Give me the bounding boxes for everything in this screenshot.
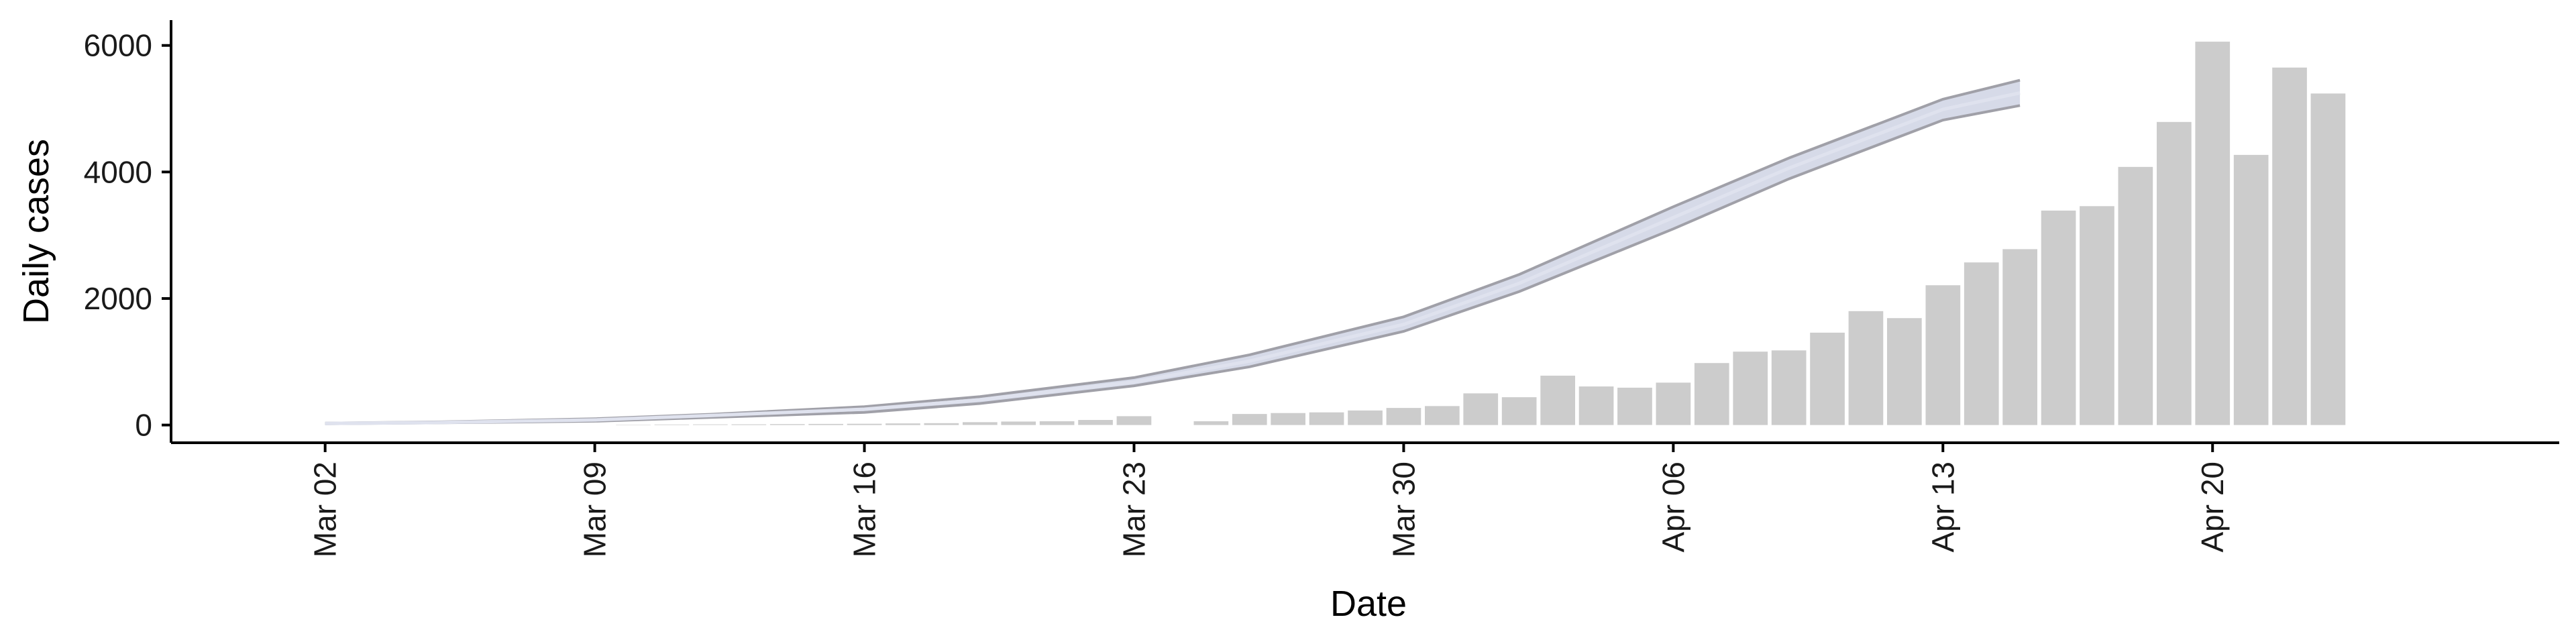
bars-layer [616,42,2346,425]
x-tick-label: Mar 02 [308,462,343,557]
bar [1694,363,1729,425]
bar [1617,387,1652,425]
bar [769,424,805,425]
y-tick-label: 4000 [84,154,152,189]
bar [1386,408,1421,425]
projection-layer [325,78,2021,425]
bar [1578,386,1614,425]
y-tick-label: 2000 [84,281,152,316]
bar [1425,406,1460,425]
bar [1309,412,1344,425]
x-tick-label: Apr 06 [1656,462,1690,553]
bar [1501,397,1537,425]
bar [1540,376,1575,425]
bar [1193,421,1229,425]
bar [1271,413,1305,425]
x-tick-label: Apr 20 [2195,462,2230,553]
bar [2272,67,2307,425]
bar [1810,332,1845,425]
bar [1039,421,1075,425]
bar [1925,285,1961,425]
bar [1964,262,1999,425]
bar [2157,121,2192,425]
y-axis-title: Daily cases [16,139,56,324]
x-tick-label: Mar 09 [578,462,612,557]
axes-layer: 0 2000 4000 6000 Mar 02 Mar 09 Mar 16 Mar 23 Mar… [84,20,2559,557]
bar [2118,166,2153,425]
bar [1733,352,1768,425]
bar [1887,318,1922,425]
bar [1116,416,1152,425]
x-tick-label: Mar 30 [1386,462,1421,557]
x-tick-label: Apr 13 [1925,462,1960,553]
bar [2195,42,2231,425]
bar [1001,421,1036,425]
bar [1463,393,1499,425]
y-tick-label: 6000 [84,28,152,63]
x-tick-label: Mar 16 [847,462,882,557]
bar [808,423,843,425]
bar [963,422,998,425]
bar [847,423,882,425]
x-axis-title: Date [1330,584,1407,624]
bar [2041,210,2076,425]
bar [1348,410,1383,425]
bar [1078,420,1113,425]
bar [885,423,920,425]
x-tick-label: Mar 23 [1117,462,1152,557]
bar [1771,350,1807,425]
bar [2080,206,2114,425]
bar [1656,382,1691,425]
bar [2002,249,2037,425]
bar [924,423,959,425]
bar [1848,311,1884,425]
projection-median-line [325,91,2021,425]
y-tick-label: 0 [135,408,152,443]
bar [2310,93,2346,425]
bar [1232,414,1267,425]
bar [2233,154,2269,425]
